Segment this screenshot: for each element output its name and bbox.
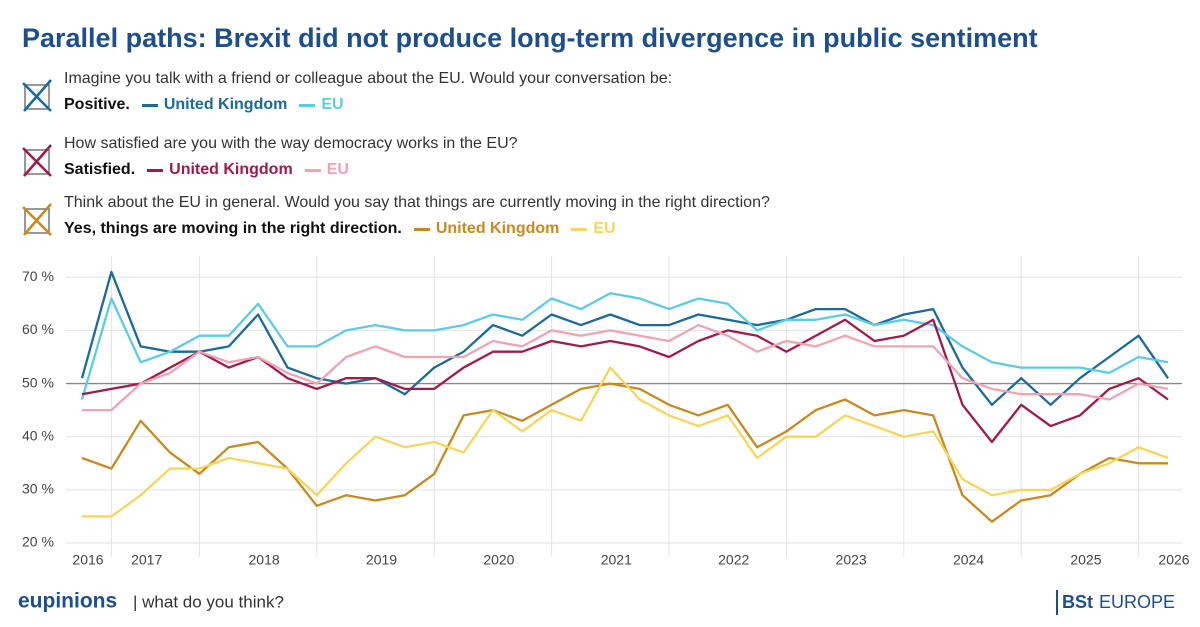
tagline: | what do you think? bbox=[133, 592, 284, 611]
answer-row: Yes, things are moving in the right dire… bbox=[64, 220, 616, 238]
legend-swatch bbox=[304, 168, 321, 172]
series-line bbox=[80, 292, 1169, 400]
x-tick-label: 2022 bbox=[718, 552, 749, 568]
answer-text: Yes, things are moving in the right dire… bbox=[64, 220, 402, 237]
brand: eupinions bbox=[18, 590, 117, 613]
question-icon bbox=[22, 203, 52, 236]
x-tick-label: 2024 bbox=[953, 552, 984, 568]
legend-label: EU bbox=[593, 220, 616, 237]
answer-row: Positive. United Kingdom EU bbox=[64, 96, 344, 114]
legend-swatch bbox=[571, 227, 588, 231]
series-line bbox=[82, 366, 1169, 518]
question-icon bbox=[22, 144, 52, 177]
x-tick-label: 2016 bbox=[72, 552, 103, 568]
legend-label: EU bbox=[321, 96, 344, 113]
series-line bbox=[80, 270, 1169, 406]
answer-row: Satisfied. United Kingdom EU bbox=[64, 161, 349, 179]
x-tick-label: 2020 bbox=[483, 552, 514, 568]
legend-label: EU bbox=[326, 161, 349, 178]
x-tick-label: 2019 bbox=[366, 552, 397, 568]
x-tick-label: 2018 bbox=[249, 552, 280, 568]
y-tick-label: 40 % bbox=[22, 427, 54, 443]
x-tick-label: 2021 bbox=[601, 552, 632, 568]
icon-cross bbox=[22, 79, 52, 112]
y-tick-label: 70 % bbox=[22, 268, 54, 284]
legend-swatch bbox=[413, 227, 430, 231]
y-tick-label: 50 % bbox=[22, 374, 54, 390]
question-text: How satisfied are you with the way democ… bbox=[64, 135, 518, 152]
y-tick-label: 60 % bbox=[22, 321, 54, 337]
y-tick-label: 20 % bbox=[22, 534, 54, 550]
series-line bbox=[81, 382, 1168, 523]
legend-swatch bbox=[147, 168, 164, 172]
x-tick-label: 2023 bbox=[836, 552, 867, 568]
logo-right: EUROPE bbox=[1099, 592, 1175, 612]
legend-swatch bbox=[299, 103, 316, 107]
icon-box bbox=[24, 208, 50, 234]
answer-text: Satisfied. bbox=[64, 161, 136, 178]
y-tick-label: 30 % bbox=[22, 481, 54, 497]
answer-text: Positive. bbox=[64, 96, 130, 113]
series-line bbox=[81, 318, 1169, 444]
icon-box bbox=[24, 149, 50, 175]
chart-title: Parallel paths: Brexit did not produce l… bbox=[22, 23, 1038, 53]
legend-label: United Kingdom bbox=[169, 161, 293, 178]
legend-swatch bbox=[141, 103, 158, 107]
x-tick-label: 2017 bbox=[131, 552, 162, 568]
question-text: Imagine you talk with a friend or collea… bbox=[64, 70, 673, 87]
legend-label: United Kingdom bbox=[163, 96, 288, 113]
icon-box bbox=[24, 84, 50, 110]
question-icon bbox=[22, 79, 52, 112]
question-text: Think about the EU in general. Would you… bbox=[64, 194, 770, 211]
legend-label: United Kingdom bbox=[435, 220, 560, 237]
logo-left: BSt bbox=[1062, 592, 1093, 612]
x-tick-label: 2026 bbox=[1158, 552, 1189, 568]
x-tick-label: 2025 bbox=[1070, 552, 1101, 568]
icon-cross bbox=[22, 144, 52, 177]
icon-cross bbox=[22, 203, 52, 236]
series-line bbox=[82, 323, 1169, 412]
